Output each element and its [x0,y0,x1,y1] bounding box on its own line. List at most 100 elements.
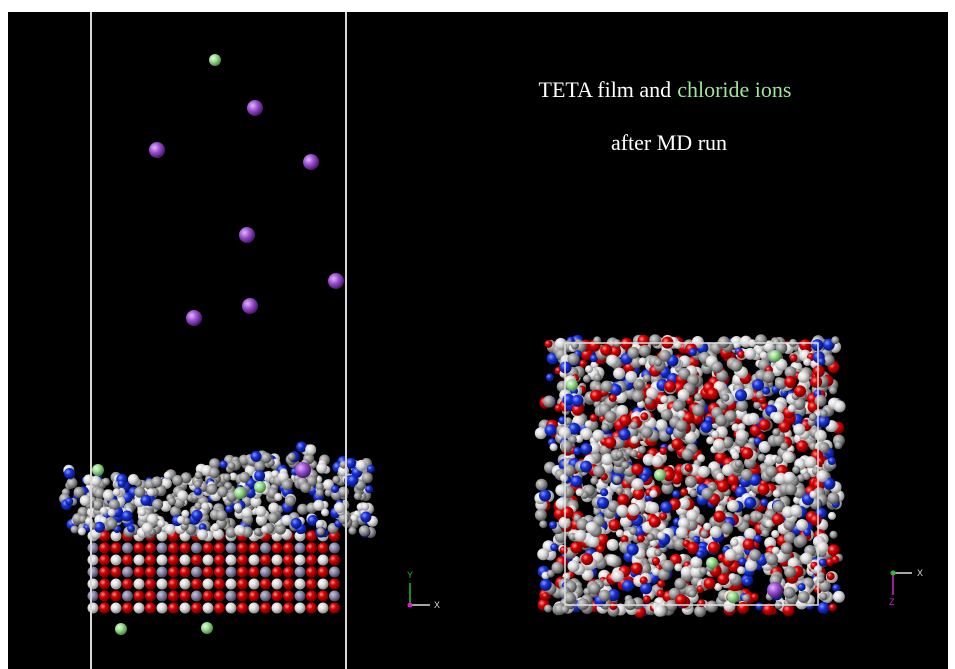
atom [209,467,220,478]
atom [223,473,231,481]
atom [585,365,593,373]
atom [191,591,202,602]
atom [643,595,651,603]
atom [613,368,625,380]
atom [122,591,133,602]
atom [820,592,828,600]
atom [207,484,218,495]
atom [627,347,639,359]
atom [88,579,99,590]
atom [329,579,340,590]
atom [597,545,605,553]
atom [151,476,162,487]
atom [157,567,168,578]
atom [616,505,628,517]
atom [597,497,609,509]
atom [543,396,555,408]
atom [678,389,690,401]
atom [581,553,593,565]
atom [627,544,639,556]
atom [796,440,808,452]
atom [191,579,202,590]
atom [165,524,176,535]
atom [128,474,139,485]
atom [798,371,810,383]
atom [830,531,838,539]
atom [803,472,811,480]
atom [727,500,739,512]
caption: TETA film andchloride ions [539,77,792,102]
atom [261,526,269,534]
atom [649,334,661,346]
atom [313,500,324,511]
atom [111,579,122,590]
atom [318,579,329,590]
atom [111,543,122,554]
atom [702,488,714,500]
atom [659,512,667,520]
atom [194,502,202,510]
atom [214,591,225,602]
atom [674,563,682,571]
atom [785,483,797,495]
axis-label: Y [407,570,413,580]
atom [550,543,558,551]
atom [590,477,598,485]
atom [295,603,306,614]
atom [752,379,764,391]
atom [713,439,725,451]
atom [784,566,796,578]
atom [367,465,375,473]
atom [793,424,805,436]
atom [122,579,133,590]
atom [180,603,191,614]
atom [142,523,153,534]
atom [194,480,202,488]
atom [306,567,317,578]
atom [606,355,618,367]
atom [140,495,151,506]
axis-label: X [434,600,440,610]
atom [794,385,806,397]
atom [827,492,839,504]
atom [722,464,734,476]
atom [212,523,220,531]
atom [657,532,665,540]
atom [295,462,311,478]
atom [177,516,185,524]
atom [685,476,697,488]
atom [100,507,108,515]
atom [731,539,739,547]
atom [249,555,260,566]
atom [249,591,260,602]
atom [617,494,629,506]
atom [711,361,723,373]
atom [226,591,237,602]
atom [239,227,255,243]
atom [799,339,811,351]
atom [631,436,639,444]
atom [134,555,145,566]
atom [583,375,591,383]
atom [790,505,802,517]
axis-origin [408,603,413,608]
atom [637,535,645,543]
atom [316,520,324,528]
atom [249,579,260,590]
atom [321,508,329,516]
atom [329,567,340,578]
atom [751,593,759,601]
atom [356,460,367,471]
atom [672,400,684,412]
atom [763,371,775,383]
atom [827,572,835,580]
atom [88,603,99,614]
atom [145,579,156,590]
atom [226,555,237,566]
atom [680,488,688,496]
atom [127,525,135,533]
atom [362,472,373,483]
atom [708,542,720,554]
atom [659,350,671,362]
atom [694,605,706,617]
